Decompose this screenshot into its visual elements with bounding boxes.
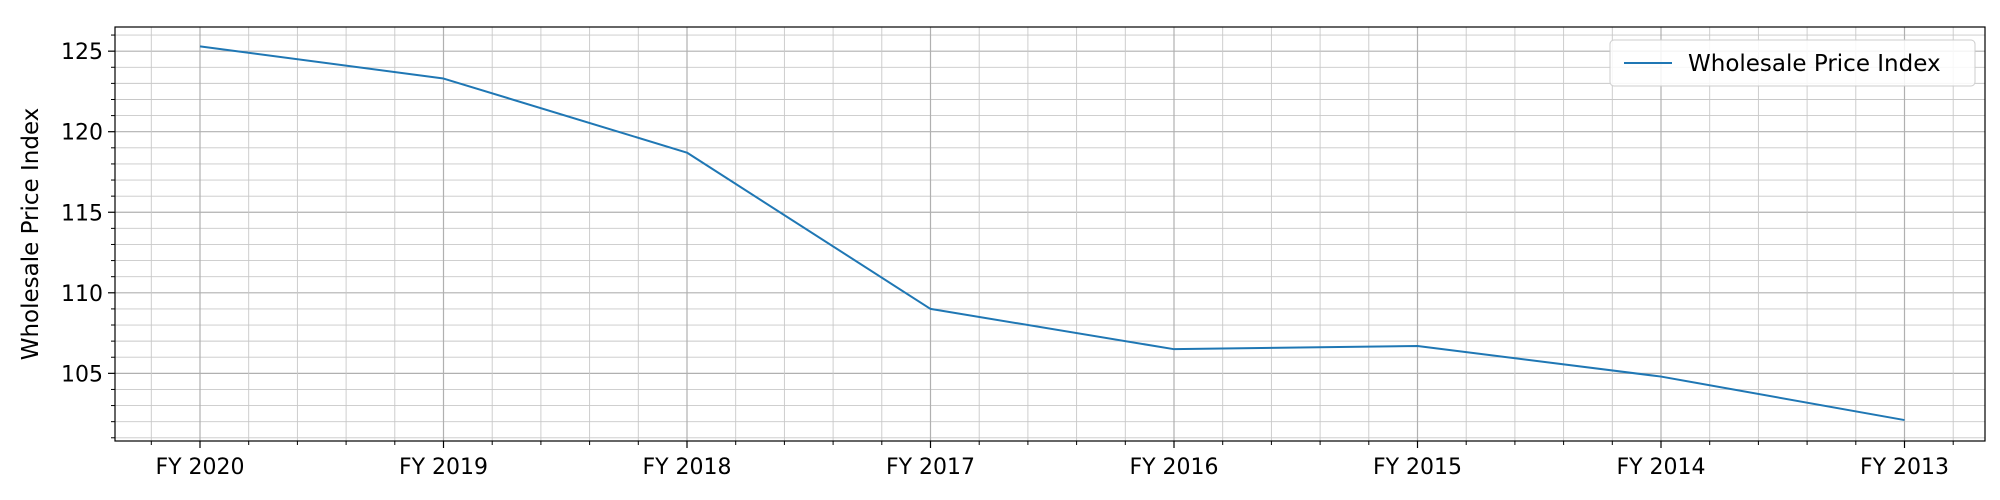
x-tick-label: FY 2014 <box>1616 455 1705 480</box>
plot-frame <box>114 26 1986 442</box>
legend: Wholesale Price Index <box>1609 39 1976 87</box>
series-line <box>199 45 1905 422</box>
x-tick-label: FY 2018 <box>642 455 731 480</box>
y-tick-label: 120 <box>61 121 103 146</box>
legend-label: Wholesale Price Index <box>1688 51 1941 77</box>
x-tick-label: FY 2015 <box>1373 455 1462 480</box>
x-tick-label: FY 2020 <box>155 455 244 480</box>
x-tick-label: FY 2013 <box>1860 455 1949 480</box>
x-tick-label: FY 2017 <box>886 455 975 480</box>
x-tick-label: FY 2016 <box>1129 455 1218 480</box>
ticks-layer: 105 110 115 120 125 FY 2020 FY 2019 FY 2018 FY 2… <box>61 34 1954 480</box>
y-axis-title: Wholesale Price Index <box>18 108 44 361</box>
y-tick-label: 125 <box>61 40 103 65</box>
legend-box <box>1609 39 1976 87</box>
grid-layer <box>115 27 1985 441</box>
x-tick-label: FY 2019 <box>399 455 488 480</box>
y-tick-label: 115 <box>61 201 103 226</box>
y-tick-label: 110 <box>61 282 103 307</box>
series-layer <box>199 45 1905 422</box>
y-tick-label: 105 <box>61 362 103 387</box>
